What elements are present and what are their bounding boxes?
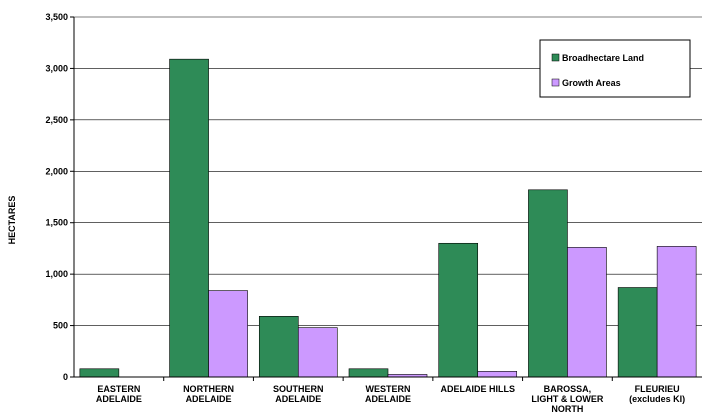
x-category-label: ADELAIDE	[275, 394, 321, 404]
x-category-label: ADELAIDE	[96, 394, 142, 404]
y-tick-label: 0	[63, 372, 68, 382]
x-category-label: ADELAIDE	[365, 394, 411, 404]
x-category-label: (excludes KI)	[629, 394, 685, 404]
legend-swatch-growth	[551, 78, 560, 87]
y-axis-label: HECTARES	[7, 196, 17, 245]
x-category-labels: EASTERNADELAIDENORTHERNADELAIDESOUTHERNA…	[96, 384, 685, 414]
y-tick-label: 2,000	[45, 166, 68, 176]
x-category-label: BAROSSA,	[544, 384, 592, 394]
y-tick-label: 2,500	[45, 115, 68, 125]
legend-label-broadhectare: Broadhectare Land	[562, 53, 644, 63]
bar-growth-5	[567, 247, 607, 378]
bar-broadhectare-2	[258, 316, 299, 378]
x-category-label: SOUTHERN	[273, 384, 324, 394]
bar-broadhectare-6	[617, 287, 658, 378]
bar-growth-4	[477, 371, 518, 378]
x-category-label: NORTHERN	[183, 384, 234, 394]
x-category-label: FLEURIEU	[635, 384, 680, 394]
x-category-label: ADELAIDE	[186, 394, 232, 404]
y-tick-labels: 0 500 1,000 1,500 2,000 2,500 3,000 3,500	[45, 12, 68, 382]
x-category-label: LIGHT & LOWER	[531, 394, 603, 404]
bar-broadhectare-3	[348, 368, 389, 378]
y-tick-label: 3,500	[45, 12, 68, 22]
bar-broadhectare-1	[169, 58, 209, 378]
y-tick-label: 500	[53, 321, 68, 331]
bars	[79, 58, 697, 378]
y-tick-label: 1,500	[45, 218, 68, 228]
bar-growth-6	[656, 246, 697, 378]
x-category-label: ADELAIDE HILLS	[440, 384, 515, 394]
bar-growth-2	[297, 327, 338, 378]
bar-broadhectare-4	[438, 242, 479, 378]
legend-label-growth: Growth Areas	[562, 78, 621, 88]
legend-box	[539, 39, 691, 98]
legend: Broadhectare Land Growth Areas	[539, 39, 691, 98]
axes	[73, 17, 702, 381]
bar-growth-1	[208, 290, 248, 378]
x-category-label: EASTERN	[97, 384, 140, 394]
legend-swatch-broadhectare	[551, 53, 560, 62]
x-category-label: WESTERN	[366, 384, 411, 394]
y-tick-label: 1,000	[45, 269, 68, 279]
x-category-label: NORTH	[551, 404, 583, 414]
bar-broadhectare-0	[79, 368, 120, 378]
y-tick-label: 3,000	[45, 63, 68, 73]
bar-broadhectare-5	[528, 189, 568, 378]
